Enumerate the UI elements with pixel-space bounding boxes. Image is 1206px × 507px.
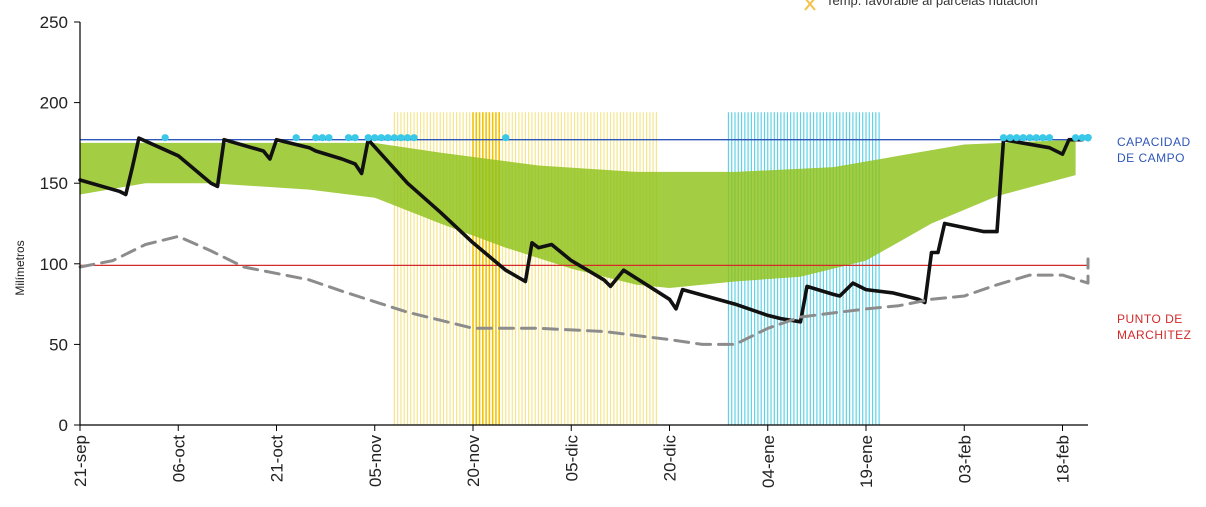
series-marker [391,134,398,141]
y-tick-label: 250 [40,13,68,32]
series-marker [1033,134,1040,141]
x-tick-label: 21-sep [71,435,90,487]
series-marker [1084,134,1091,141]
series-marker [1020,134,1027,141]
y-tick-label: 100 [40,255,68,274]
series-marker [1026,134,1033,141]
series-marker [1000,134,1007,141]
x-tick-label: 20-nov [464,435,483,487]
series-marker [397,134,404,141]
series-marker [162,134,169,141]
series-marker [345,134,352,141]
series-marker [404,134,411,141]
x-tick-label: 06-oct [169,435,188,483]
y-tick-label: 0 [59,416,68,435]
x-tick-label: 19-ene [857,435,876,488]
x-tick-label: 21-oct [268,435,287,483]
y-tick-labels: 0 50 100 150 200 250 [40,13,68,435]
series-marker [502,134,509,141]
series-marker [312,134,319,141]
legend: Temp. favorable al parcelas nutación [805,0,1038,10]
x-tick-label: 05-dic [562,435,581,482]
legend-marker [805,0,815,10]
y-tick-label: 150 [40,174,68,193]
x-tick-label: 20-dic [661,435,680,482]
capacidad-label-line1: CAPACIDAD [1117,135,1191,149]
marchitez-label-line1: PUNTO DE [1117,312,1183,326]
series-marker [1013,134,1020,141]
x-tick-labels: 21-sep 06-oct 21-oct 05-nov 20-nov 05-dic 20-d… [71,435,1073,488]
series-marker [1039,134,1046,141]
series-marker [365,134,372,141]
series-marker [1007,134,1014,141]
y-tick-label: 200 [40,94,68,113]
series-marker [371,134,378,141]
series-marker [378,134,385,141]
legend-text: Temp. favorable al parcelas nutación [826,0,1038,8]
x-tick-label: 05-nov [366,435,385,487]
series-marker [293,134,300,141]
series-marker [384,134,391,141]
x-tick-label: 18-feb [1054,435,1073,483]
marchitez-label: PUNTO DE MARCHITEZ [1117,312,1192,342]
x-tick-label: 03-feb [955,435,974,483]
series-marker [325,134,332,141]
y-tick-label: 50 [49,335,68,354]
marchitez-label-line2: MARCHITEZ [1117,328,1192,342]
x-tick-label: 04-ene [759,435,778,488]
series-marker [1072,134,1079,141]
series-marker [319,134,326,141]
y-axis-label: Milímetros [13,240,27,295]
series-marker [410,134,417,141]
capacidad-label-line2: DE CAMPO [1117,151,1185,165]
series-marker [1046,134,1053,141]
capacidad-label: CAPACIDAD DE CAMPO [1117,135,1191,165]
series-marker [352,134,359,141]
